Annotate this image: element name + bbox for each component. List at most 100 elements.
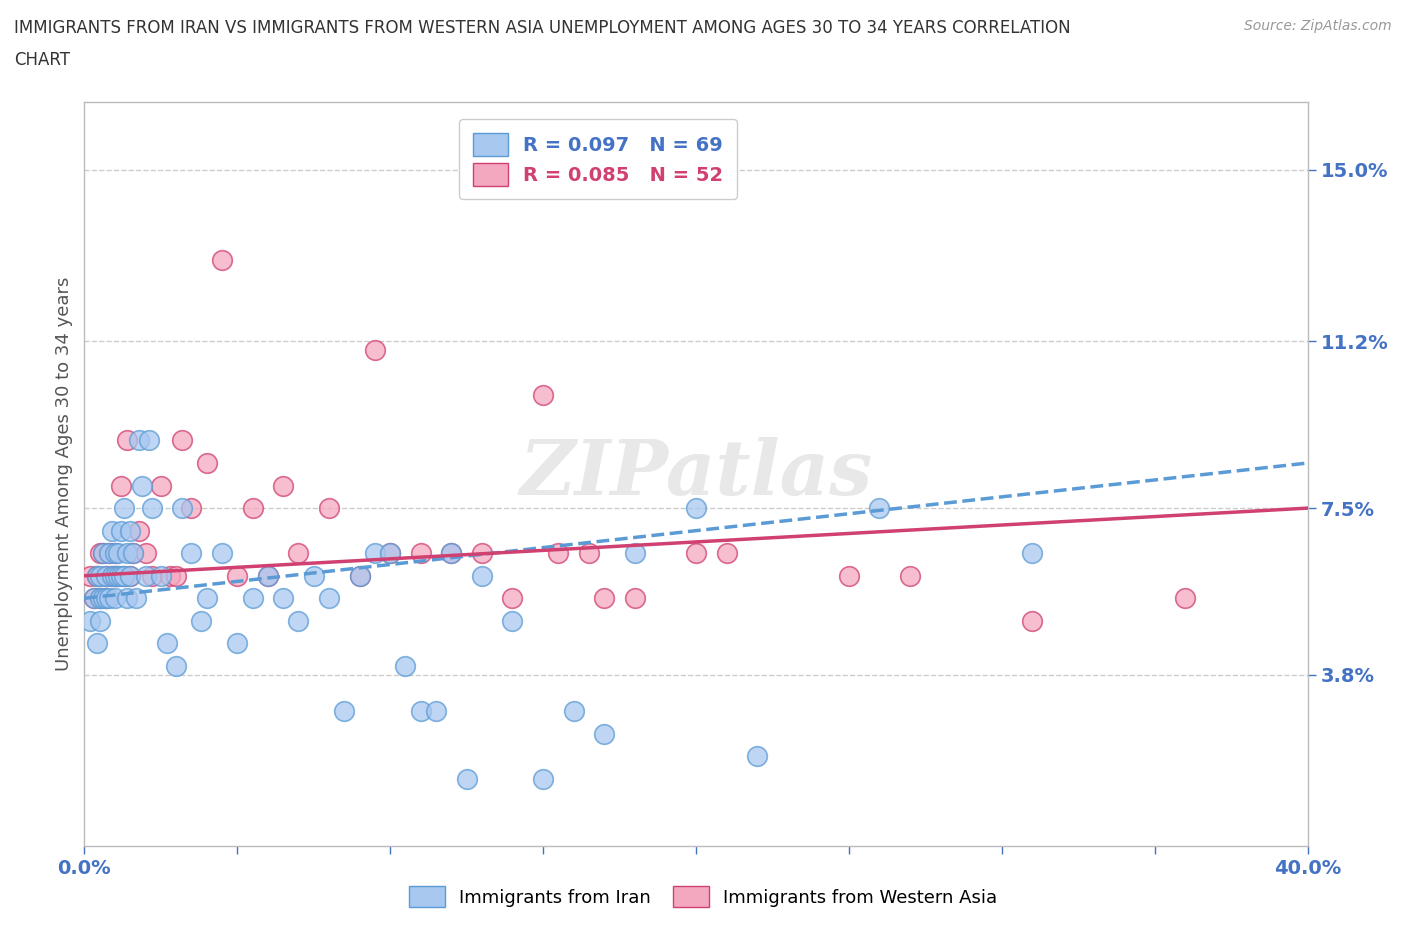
Point xyxy=(115,546,138,561)
Point xyxy=(104,568,127,583)
Point xyxy=(97,546,120,561)
Point xyxy=(120,524,142,538)
Point xyxy=(869,500,891,515)
Point xyxy=(333,704,356,719)
Point xyxy=(149,568,172,583)
Point xyxy=(86,636,108,651)
Point xyxy=(716,546,738,561)
Point xyxy=(91,546,114,561)
Point xyxy=(190,614,212,629)
Point xyxy=(562,704,585,719)
Point xyxy=(149,478,172,493)
Point xyxy=(125,591,148,605)
Point xyxy=(838,568,860,583)
Point xyxy=(364,343,387,358)
Point xyxy=(440,546,463,561)
Point xyxy=(135,568,157,583)
Point xyxy=(86,568,108,583)
Point xyxy=(110,524,132,538)
Point xyxy=(502,614,524,629)
Point xyxy=(242,591,264,605)
Point xyxy=(195,591,218,605)
Point xyxy=(547,546,569,561)
Point xyxy=(287,614,309,629)
Point xyxy=(94,591,117,605)
Point xyxy=(89,591,111,605)
Point xyxy=(115,433,138,448)
Point xyxy=(115,591,138,605)
Point xyxy=(86,568,108,583)
Point xyxy=(180,546,202,561)
Point xyxy=(141,568,163,583)
Point xyxy=(91,591,114,605)
Point xyxy=(195,456,218,471)
Point xyxy=(104,591,127,605)
Point xyxy=(172,500,194,515)
Point xyxy=(128,433,150,448)
Point xyxy=(135,546,157,561)
Point xyxy=(107,568,129,583)
Point xyxy=(104,546,127,561)
Point xyxy=(1021,614,1043,629)
Point xyxy=(107,568,129,583)
Point xyxy=(101,568,124,583)
Point xyxy=(624,591,647,605)
Point xyxy=(107,546,129,561)
Point xyxy=(172,433,194,448)
Point xyxy=(471,546,494,561)
Point xyxy=(79,568,101,583)
Point xyxy=(101,568,124,583)
Point xyxy=(593,591,616,605)
Point xyxy=(242,500,264,515)
Point xyxy=(624,546,647,561)
Point xyxy=(380,546,402,561)
Point xyxy=(409,546,432,561)
Point xyxy=(110,478,132,493)
Point xyxy=(120,568,142,583)
Point xyxy=(97,591,120,605)
Point xyxy=(89,591,111,605)
Point xyxy=(83,591,105,605)
Point xyxy=(271,591,294,605)
Point xyxy=(165,568,187,583)
Point xyxy=(747,749,769,764)
Point xyxy=(165,658,187,673)
Point xyxy=(257,568,280,583)
Text: Source: ZipAtlas.com: Source: ZipAtlas.com xyxy=(1244,19,1392,33)
Point xyxy=(440,546,463,561)
Point xyxy=(97,546,120,561)
Point xyxy=(271,478,294,493)
Point xyxy=(131,478,153,493)
Point xyxy=(104,546,127,561)
Point xyxy=(110,568,132,583)
Point xyxy=(159,568,181,583)
Point xyxy=(1021,546,1043,561)
Point xyxy=(79,614,101,629)
Point xyxy=(120,568,142,583)
Point xyxy=(180,500,202,515)
Point xyxy=(318,591,340,605)
Point xyxy=(141,500,163,515)
Point xyxy=(94,568,117,583)
Point xyxy=(91,546,114,561)
Point xyxy=(471,568,494,583)
Point xyxy=(89,614,111,629)
Point xyxy=(287,546,309,561)
Legend: Immigrants from Iran, Immigrants from Western Asia: Immigrants from Iran, Immigrants from We… xyxy=(399,877,1007,916)
Point xyxy=(898,568,921,583)
Point xyxy=(302,568,325,583)
Point xyxy=(122,546,145,561)
Point xyxy=(138,433,160,448)
Point xyxy=(380,546,402,561)
Point xyxy=(101,524,124,538)
Point xyxy=(226,568,249,583)
Point xyxy=(83,591,105,605)
Point xyxy=(156,636,179,651)
Point xyxy=(112,568,135,583)
Point xyxy=(122,546,145,561)
Point xyxy=(94,568,117,583)
Point xyxy=(349,568,371,583)
Text: ZIPatlas: ZIPatlas xyxy=(519,437,873,512)
Point xyxy=(531,771,554,786)
Point xyxy=(94,591,117,605)
